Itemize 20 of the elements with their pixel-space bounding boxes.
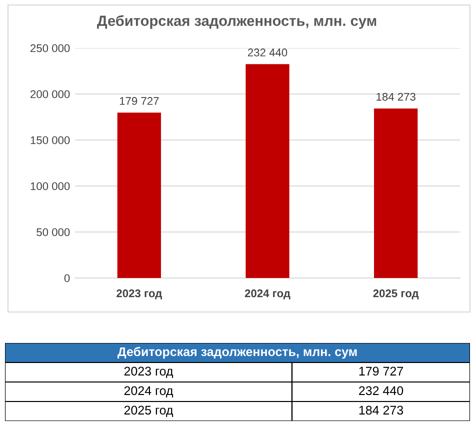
category-label: 2025 год [124,406,174,417]
data-label: 179 727 [120,97,159,105]
y-tick-label: 100 000 [30,182,70,190]
x-tick-label: 2023 год [116,289,162,300]
text: 179 727 [359,366,403,376]
category-label: 2023 год [124,366,174,378]
category-label: 2024 год [124,386,174,398]
y-tick-label: 250 000 [30,44,70,52]
y-tick-label: 200 000 [30,90,70,98]
text: 232 440 [359,386,404,396]
chart-title: Дебиторская задолженность, млн. сум [97,15,376,29]
x-tick-label: 2025 год [373,289,419,300]
text: 184 273 [359,406,404,415]
text: Дебиторская задолженность, млн. сум [118,346,357,359]
data-label: 184 273 [376,92,416,101]
data-label: 232 440 [248,48,288,56]
x-tick-label: 2024 год [244,289,290,300]
y-tick-label: 0 [64,274,70,282]
y-tick-label: 50 000 [36,228,70,236]
y-tick-label: 150 000 [30,136,70,144]
